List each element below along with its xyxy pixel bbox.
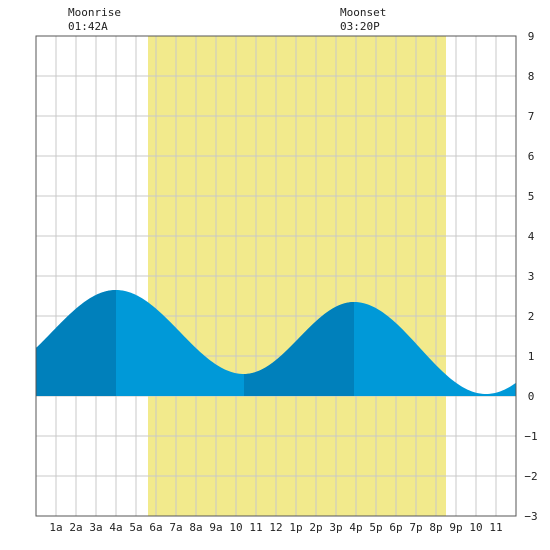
x-axis-tick-labels: 1a 2a 3a 4a 5a 6a 7a 8a 9a 10 11 12 1p 2p 3p 4p 5p 6p 7p 8p… [49, 521, 502, 534]
y-tick-label: 7 [528, 110, 535, 123]
x-tick-label: 10 [469, 521, 482, 534]
x-tick-label: 8p [429, 521, 442, 534]
x-tick-label: 3a [89, 521, 102, 534]
x-tick-label: 5p [369, 521, 382, 534]
moonset-label: Moonset [340, 6, 386, 19]
y-tick-label: 4 [528, 230, 535, 243]
x-tick-label: 11 [249, 521, 262, 534]
x-tick-label: 5a [129, 521, 142, 534]
tide-area-layer [36, 290, 516, 396]
y-tick-label: 0 [528, 390, 535, 403]
x-tick-label: 8a [189, 521, 202, 534]
moonset-time: 03:20P [340, 20, 380, 33]
y-tick-label: 2 [528, 310, 535, 323]
x-tick-label: 1a [49, 521, 62, 534]
y-tick-label: 9 [528, 30, 535, 43]
x-tick-label: 9p [449, 521, 462, 534]
y-tick-label: 6 [528, 150, 535, 163]
y-tick-label: −3 [524, 510, 537, 523]
tide-area-rising [36, 290, 116, 396]
moonrise-label: Moonrise [68, 6, 121, 19]
y-tick-label: 1 [528, 350, 535, 363]
x-tick-label: 6p [389, 521, 402, 534]
y-tick-label: 3 [528, 270, 535, 283]
moonrise-time: 01:42A [68, 20, 108, 33]
x-tick-label: 3p [329, 521, 342, 534]
y-axis-tick-labels: −3 −2 −1 0 1 2 3 4 5 6 7 8 9 [524, 30, 537, 523]
x-tick-label: 4p [349, 521, 362, 534]
x-tick-label: 2p [309, 521, 322, 534]
x-tick-label: 10 [229, 521, 242, 534]
grid-layer [36, 35, 516, 517]
x-tick-label: 7a [169, 521, 182, 534]
plot-frame-layer [35, 35, 517, 517]
x-tick-label: 4a [109, 521, 122, 534]
plot-frame [35, 35, 517, 517]
y-tick-label: 8 [528, 70, 535, 83]
tide-area-rising [244, 302, 354, 396]
x-tick-label: 2a [69, 521, 82, 534]
x-tick-label: 7p [409, 521, 422, 534]
x-tick-label: 1p [289, 521, 302, 534]
tide-area [36, 290, 516, 396]
y-tick-label: −2 [524, 470, 537, 483]
y-tick-label: −1 [524, 430, 537, 443]
x-tick-label: 12 [269, 521, 282, 534]
x-tick-label: 9a [209, 521, 222, 534]
x-tick-label: 6a [149, 521, 162, 534]
y-tick-label: 5 [528, 190, 535, 203]
x-tick-label: 11 [489, 521, 502, 534]
